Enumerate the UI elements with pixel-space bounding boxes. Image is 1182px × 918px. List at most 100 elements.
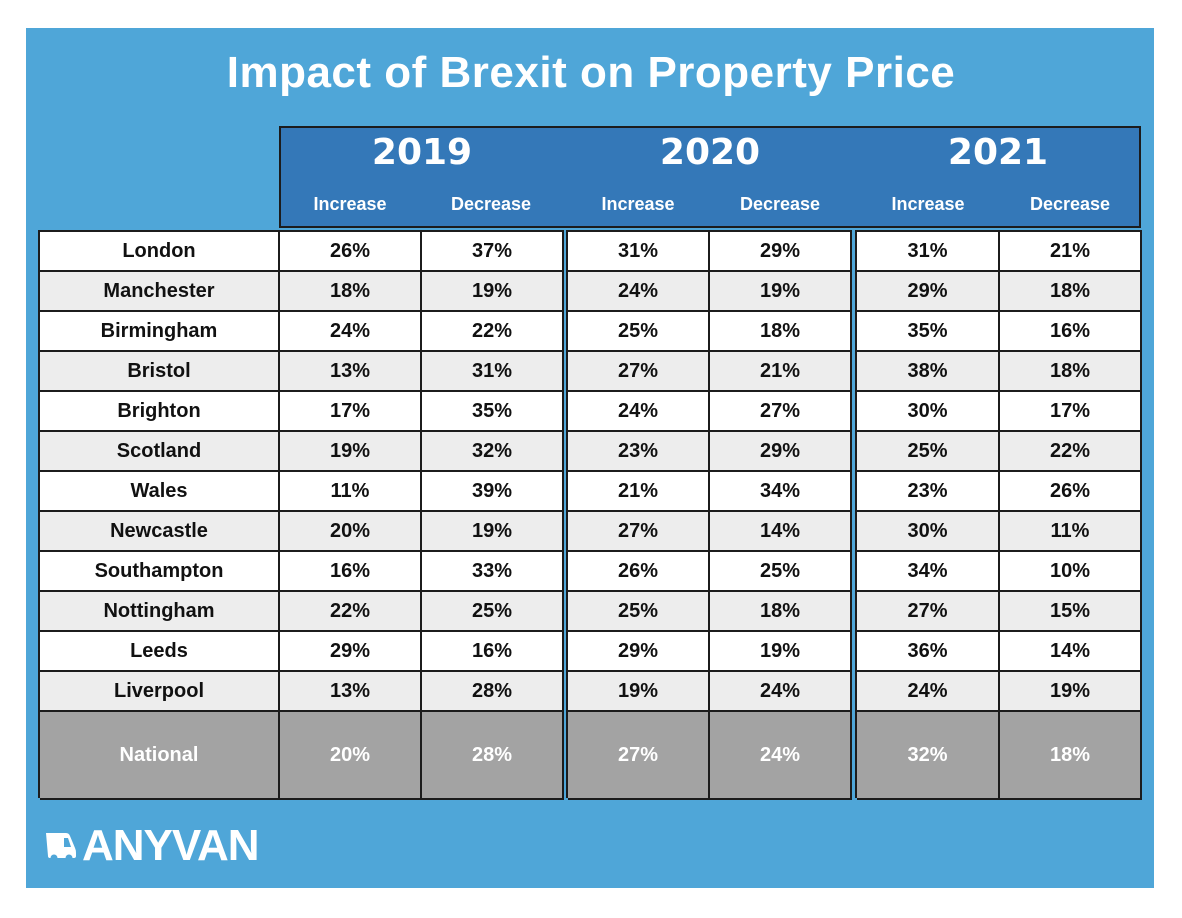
table-cell: 30% xyxy=(857,392,1000,432)
total-cell: 27% xyxy=(568,712,710,800)
year-group-2021: 31% 21% 29% 18% 35% 16% 38% 18% 30% 17% 25% 22% 23% 2… xyxy=(855,230,1142,800)
table-cell: 19% xyxy=(422,512,564,552)
table-cell: 38% xyxy=(857,352,1000,392)
total-label: National xyxy=(40,712,280,800)
table-cell: 10% xyxy=(1000,552,1142,592)
year-group-2019: 26% 37% 18% 19% 24% 22% 13% 31% 17% 35% 19% 32% 11% 3… xyxy=(278,230,564,800)
table-cell: 23% xyxy=(568,432,710,472)
table-cell: 37% xyxy=(422,232,564,272)
page-title: Impact of Brexit on Property Price xyxy=(226,48,956,97)
table-cell: 14% xyxy=(710,512,852,552)
table-cell: 19% xyxy=(710,632,852,672)
city-column: London Manchester Birmingham Bristol Brighto… xyxy=(38,230,280,800)
table-cell: 34% xyxy=(857,552,1000,592)
table-cell: 24% xyxy=(857,672,1000,712)
table-cell: 14% xyxy=(1000,632,1142,672)
table-cell: 19% xyxy=(422,272,564,312)
table-cell: 22% xyxy=(1000,432,1142,472)
table-cell: 13% xyxy=(280,672,422,712)
subcolumn-heading: Increase xyxy=(891,194,965,214)
table-cell: 31% xyxy=(857,232,1000,272)
table-cell: 21% xyxy=(710,352,852,392)
row-label: Nottingham xyxy=(40,592,280,632)
table-cell: 27% xyxy=(857,592,1000,632)
table-cell: 25% xyxy=(568,592,710,632)
year-heading: 2021 xyxy=(947,132,1049,173)
table-cell: 26% xyxy=(568,552,710,592)
table-cell: 34% xyxy=(710,472,852,512)
row-label: Manchester xyxy=(40,272,280,312)
table-cell: 18% xyxy=(1000,272,1142,312)
table-cell: 22% xyxy=(422,312,564,352)
table-cell: 18% xyxy=(1000,352,1142,392)
table-cell: 29% xyxy=(710,232,852,272)
table-cell: 22% xyxy=(280,592,422,632)
table-cell: 36% xyxy=(857,632,1000,672)
table-cell: 19% xyxy=(710,272,852,312)
table-cell: 17% xyxy=(1000,392,1142,432)
table-cell: 29% xyxy=(568,632,710,672)
table-cell: 20% xyxy=(280,512,422,552)
table-cell: 27% xyxy=(568,352,710,392)
table-cell: 18% xyxy=(280,272,422,312)
subcolumn-heading: Decrease xyxy=(739,194,821,214)
year-header xyxy=(279,126,1141,228)
table-cell: 30% xyxy=(857,512,1000,552)
subcolumn-heading: Increase xyxy=(313,194,387,214)
row-label: Liverpool xyxy=(40,672,280,712)
row-label: Southampton xyxy=(40,552,280,592)
table-cell: 25% xyxy=(857,432,1000,472)
table-cell: 19% xyxy=(1000,672,1142,712)
row-label: Leeds xyxy=(40,632,280,672)
total-cell: 28% xyxy=(422,712,564,800)
table-cell: 29% xyxy=(710,432,852,472)
table-cell: 19% xyxy=(280,432,422,472)
table-cell: 24% xyxy=(568,272,710,312)
table-cell: 26% xyxy=(1000,472,1142,512)
van-icon xyxy=(46,833,76,862)
table-cell: 33% xyxy=(422,552,564,592)
total-cell: 20% xyxy=(280,712,422,800)
table-cell: 15% xyxy=(1000,592,1142,632)
table-cell: 39% xyxy=(422,472,564,512)
table-cell: 19% xyxy=(568,672,710,712)
table-cell: 26% xyxy=(280,232,422,272)
table-cell: 18% xyxy=(710,592,852,632)
row-label: London xyxy=(40,232,280,272)
anyvan-logo: ANYVAN xyxy=(42,821,260,870)
row-label: Newcastle xyxy=(40,512,280,552)
subcolumn-heading: Decrease xyxy=(1029,194,1111,214)
table-cell: 28% xyxy=(422,672,564,712)
subcolumn-heading: Decrease xyxy=(450,194,532,214)
table-cell: 11% xyxy=(280,472,422,512)
table-cell: 27% xyxy=(568,512,710,552)
year-heading: 2019 xyxy=(371,132,473,173)
table-cell: 16% xyxy=(422,632,564,672)
table-cell: 18% xyxy=(710,312,852,352)
row-label: Brighton xyxy=(40,392,280,432)
table-cell: 17% xyxy=(280,392,422,432)
table-cell: 25% xyxy=(422,592,564,632)
table-cell: 24% xyxy=(280,312,422,352)
total-cell: 18% xyxy=(1000,712,1142,800)
table-cell: 24% xyxy=(710,672,852,712)
year-group-2020: 31% 29% 24% 19% 25% 18% 27% 21% 24% 27% 23% 29% 21% 3… xyxy=(566,230,852,800)
table-cell: 21% xyxy=(568,472,710,512)
table-cell: 35% xyxy=(422,392,564,432)
table-cell: 13% xyxy=(280,352,422,392)
row-label: Bristol xyxy=(40,352,280,392)
subcolumn-heading: Increase xyxy=(601,194,675,214)
row-label: Scotland xyxy=(40,432,280,472)
table-cell: 32% xyxy=(422,432,564,472)
row-label: Wales xyxy=(40,472,280,512)
table-cell: 11% xyxy=(1000,512,1142,552)
table-cell: 21% xyxy=(1000,232,1142,272)
table-cell: 25% xyxy=(710,552,852,592)
table-cell: 29% xyxy=(280,632,422,672)
table-cell: 16% xyxy=(280,552,422,592)
table-cell: 31% xyxy=(422,352,564,392)
year-heading: 2020 xyxy=(659,132,761,173)
table-cell: 35% xyxy=(857,312,1000,352)
table-cell: 27% xyxy=(710,392,852,432)
table-cell: 23% xyxy=(857,472,1000,512)
